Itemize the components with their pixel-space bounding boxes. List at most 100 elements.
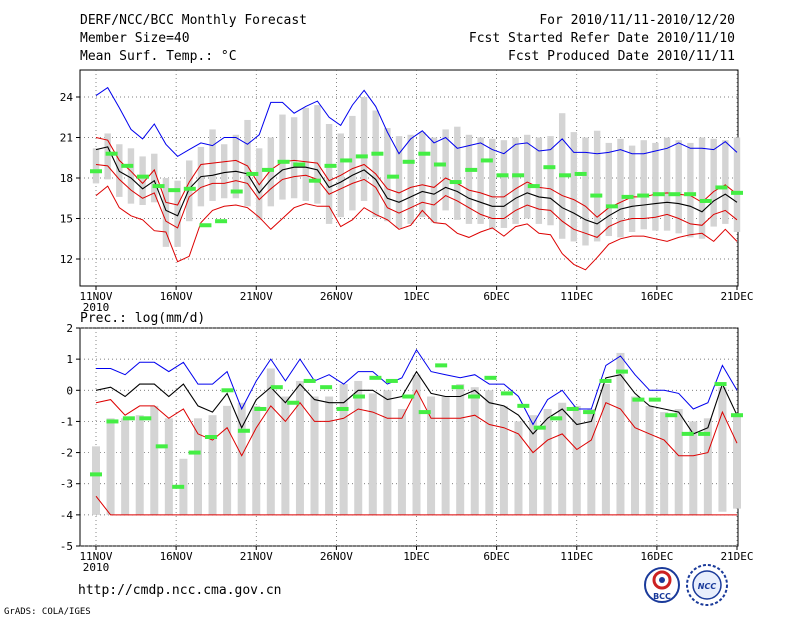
spread-box: [220, 144, 228, 199]
observation-mark: [559, 173, 572, 178]
lower-line: [95, 495, 737, 516]
spread-box: [372, 110, 379, 218]
observation-mark: [340, 158, 353, 163]
spread-box: [209, 129, 216, 201]
y-tick-label: -1: [60, 415, 73, 428]
observation-mark: [574, 171, 587, 176]
year-label: 2010: [83, 301, 110, 314]
spread-box: [135, 415, 144, 515]
observation-mark: [352, 394, 365, 399]
observation-mark: [90, 472, 102, 477]
spread-box: [310, 396, 319, 515]
x-tick-label: 21DEC: [720, 550, 753, 563]
spread-box: [279, 114, 286, 200]
x-tick-label: 21NOV: [240, 550, 273, 563]
observation-mark: [369, 375, 382, 380]
ensemble-mean-line: [95, 146, 738, 225]
observation-mark: [122, 416, 135, 421]
observation-mark: [451, 385, 464, 390]
spread-box: [295, 380, 304, 515]
x-tick-label: 11DEC: [560, 290, 593, 303]
spread-box: [640, 140, 647, 230]
source-url[interactable]: http://cmdp.ncc.cma.gov.cn: [78, 583, 282, 598]
observation-mark: [308, 178, 321, 183]
observation-mark: [320, 385, 333, 390]
spread-box: [663, 137, 671, 231]
observation-mark: [533, 425, 546, 430]
spread-box: [267, 137, 275, 207]
observation-mark: [402, 159, 415, 164]
spread-box: [605, 142, 613, 237]
min-line: [95, 389, 738, 457]
observation-mark: [246, 171, 259, 176]
y-tick-label: -3: [60, 478, 73, 491]
observation-mark: [168, 188, 181, 193]
spread-box: [698, 137, 706, 239]
x-tick-label: 1DEC: [403, 290, 430, 303]
spread-box: [489, 138, 496, 230]
member-size-label: Member Size=40: [80, 31, 190, 46]
observation-mark: [205, 435, 218, 439]
y-tick-label: 21: [60, 132, 73, 145]
x-tick-label: 11NOV: [79, 550, 112, 563]
spread-box: [266, 368, 275, 515]
spread-box: [193, 418, 202, 515]
spread-box: [456, 384, 465, 515]
observation-mark: [512, 173, 525, 178]
observation-mark: [465, 167, 478, 172]
observation-mark: [121, 163, 134, 168]
observation-mark: [480, 158, 493, 163]
spread-box: [121, 418, 130, 515]
spread-box: [558, 402, 567, 515]
spread-box: [535, 137, 543, 224]
spread-box: [675, 140, 682, 234]
spread-box: [499, 405, 508, 515]
x-tick-label: 16DEC: [640, 550, 673, 563]
variable-label: Mean Surf. Temp.: °C: [80, 49, 237, 64]
observation-mark: [136, 174, 149, 179]
spread-box: [302, 107, 309, 201]
spread-box: [139, 156, 146, 205]
observation-mark: [665, 413, 678, 418]
spread-box: [186, 160, 193, 222]
observation-mark: [484, 375, 497, 380]
observation-mark: [172, 484, 185, 489]
observation-mark: [583, 410, 596, 415]
spread-box: [349, 115, 356, 211]
spread-box: [587, 408, 596, 515]
spread-box: [237, 402, 246, 515]
observation-mark: [254, 406, 267, 411]
observation-mark: [527, 184, 540, 189]
observation-mark: [215, 219, 228, 224]
precipitation-panel: -5 -4 -3 -2 -1 0 1 2 11NOV 16NOV 21NOV 26NOV 1DEC 6DE…: [60, 322, 754, 574]
spread-box: [485, 390, 494, 515]
spread-box: [360, 97, 368, 201]
observation-mark: [155, 444, 168, 449]
spread-box: [617, 138, 624, 238]
observation-mark: [500, 391, 513, 396]
spread-box: [442, 129, 449, 211]
ensemble-mean-line: [95, 370, 738, 435]
spread-box: [570, 132, 578, 242]
spread-box: [710, 138, 717, 227]
observation-mark: [698, 431, 711, 436]
observation-mark: [387, 174, 400, 179]
y-tick-label: 18: [60, 172, 73, 185]
observation-mark: [418, 151, 431, 156]
observation-mark: [90, 169, 102, 174]
spread-box: [383, 390, 392, 515]
observation-mark: [303, 378, 316, 383]
grads-credit: GrADS: COLA/IGES: [4, 607, 91, 617]
observation-mark: [270, 385, 283, 390]
spread-box: [232, 134, 240, 199]
spread-box: [223, 405, 232, 515]
x-tick-label: 21DEC: [720, 290, 753, 303]
observation-mark: [277, 159, 290, 164]
spread-box: [454, 126, 461, 220]
observation-mark: [731, 413, 743, 418]
y-tick-label: 15: [60, 213, 73, 226]
spread-box: [703, 418, 712, 515]
observation-mark: [183, 186, 196, 191]
x-tick-label: 26NOV: [320, 290, 353, 303]
produced-date: Fcst Produced Date 2010/11/11: [508, 49, 735, 64]
